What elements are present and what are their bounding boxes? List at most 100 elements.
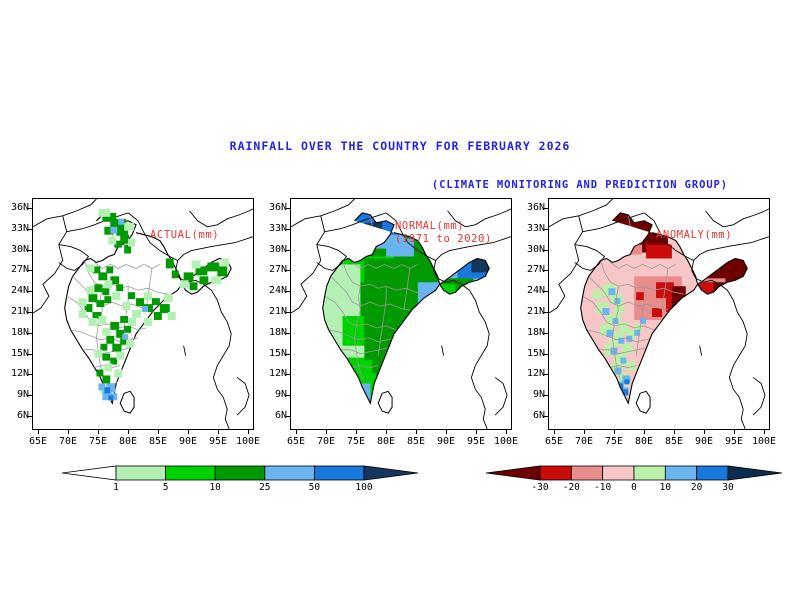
y-axis-tick: [544, 208, 548, 209]
colorbar-tick-label: 1: [113, 482, 119, 493]
x-tick-label: 65E: [544, 436, 564, 447]
x-tick-label: 85E: [148, 436, 168, 447]
y-tick-label: 15N: [526, 347, 545, 359]
y-axis-tick: [544, 270, 548, 272]
y-tick-label: 36N: [268, 202, 287, 213]
x-axis-tick: [764, 430, 765, 434]
colorbar-tick-label: -10: [594, 482, 612, 493]
colorbar-anomaly[interactable]: -30 -20 -10 0 10 20 30: [486, 464, 782, 498]
y-axis-tick: [544, 312, 548, 313]
x-tick-label: 65E: [286, 436, 306, 447]
x-axis-tick: [584, 430, 585, 434]
map-panel-actual[interactable]: ACTUAL(mm): [32, 198, 254, 430]
map-panel-normal[interactable]: NORMAL(mm) (1971 to 2020): [290, 198, 512, 430]
colorbar-rainfall[interactable]: 1 5 10 25 50 100: [62, 464, 418, 498]
x-tick-label: 100E: [751, 436, 777, 447]
y-tick-label: 30N: [10, 243, 29, 255]
y-tick-label: 9N: [532, 389, 545, 401]
y-tick-label: 21N: [10, 306, 29, 317]
x-tick-label: 95E: [724, 436, 744, 447]
y-axis-tick: [28, 270, 32, 272]
colorbar-tick-label: 5: [162, 482, 169, 493]
y-tick-label: 24N: [268, 285, 287, 297]
y-axis-tick: [544, 353, 548, 355]
y-axis-tick: [286, 416, 290, 417]
y-axis-tick: [544, 291, 548, 293]
x-axis-tick: [446, 430, 447, 434]
x-tick-label: 95E: [466, 436, 486, 447]
y-tick-label: 18N: [526, 326, 545, 338]
x-tick-label: 70E: [316, 436, 336, 447]
colorbar-tick-label: -30: [531, 482, 549, 493]
x-tick-label: 100E: [235, 436, 261, 447]
colorbar-tick-label: -20: [562, 482, 580, 493]
x-axis-tick: [218, 430, 219, 434]
y-tick-label: 36N: [10, 202, 29, 213]
y-axis-tick: [28, 332, 32, 334]
x-tick-label: 70E: [574, 436, 594, 447]
page-title: RAINFALL OVER THE COUNTRY FOR FEBRUARY 2…: [229, 139, 571, 153]
x-axis-tick: [644, 430, 645, 434]
y-tick-label: 18N: [10, 326, 29, 338]
y-tick-label: 12N: [526, 368, 545, 380]
x-axis-tick: [356, 430, 357, 434]
map-plot-anomaly[interactable]: [548, 198, 770, 430]
y-axis-tick: [286, 332, 290, 334]
x-axis-tick: [734, 430, 735, 434]
y-axis-tick: [28, 312, 32, 313]
y-axis-tick: [28, 228, 32, 230]
x-axis-tick: [188, 430, 189, 434]
y-tick-label: 33N: [526, 222, 545, 234]
y-tick-label: 33N: [10, 222, 29, 234]
x-tick-label: 80E: [376, 436, 396, 447]
y-axis-tick: [286, 291, 290, 293]
x-tick-label: 80E: [634, 436, 654, 447]
y-axis-tick: [286, 249, 290, 251]
y-axis-tick: [286, 353, 290, 355]
y-tick-label: 30N: [526, 243, 545, 255]
map-plot-normal[interactable]: [290, 198, 512, 430]
colorbar-tick-label: 50: [308, 482, 321, 493]
y-tick-label: 6N: [16, 410, 29, 421]
y-axis-tick: [544, 228, 548, 230]
x-tick-label: 80E: [118, 436, 138, 447]
map-panel-anomaly[interactable]: ANOMALY(mm): [548, 198, 770, 430]
y-tick-label: 33N: [268, 222, 287, 234]
x-axis-tick: [98, 430, 99, 434]
x-tick-label: 75E: [88, 436, 108, 447]
india-map-anomaly: [549, 199, 769, 429]
x-axis-tick: [554, 430, 555, 434]
x-tick-label: 85E: [664, 436, 684, 447]
colorbar-tick-label: 20: [690, 482, 703, 493]
y-tick-label: 6N: [532, 410, 545, 421]
x-tick-label: 75E: [604, 436, 624, 447]
y-tick-label: 15N: [10, 347, 29, 359]
y-tick-label: 9N: [16, 389, 29, 401]
map-plot-actual[interactable]: [32, 198, 254, 430]
y-tick-label: 21N: [268, 306, 287, 317]
x-axis-tick: [506, 430, 507, 434]
x-axis-tick: [704, 430, 705, 434]
y-tick-label: 9N: [274, 389, 287, 401]
y-axis-tick: [286, 312, 290, 313]
x-tick-label: 100E: [493, 436, 519, 447]
y-axis-tick: [544, 332, 548, 334]
y-axis-tick: [286, 228, 290, 230]
colorbar-tick-label: 0: [631, 482, 637, 493]
x-axis-tick: [38, 430, 39, 434]
x-tick-label: 65E: [28, 436, 48, 447]
x-axis-tick: [296, 430, 297, 434]
x-axis-tick: [386, 430, 387, 434]
x-tick-label: 85E: [406, 436, 426, 447]
y-axis-tick: [286, 395, 290, 397]
y-axis-tick: [28, 249, 32, 251]
y-tick-label: 24N: [10, 285, 29, 297]
y-tick-label: 24N: [526, 285, 545, 297]
india-map-normal: [291, 199, 511, 429]
x-tick-label: 90E: [436, 436, 456, 447]
y-tick-label: 21N: [526, 306, 545, 317]
india-map-actual: [33, 199, 253, 429]
x-tick-label: 70E: [58, 436, 78, 447]
y-tick-label: 27N: [10, 264, 29, 276]
y-tick-label: 18N: [268, 326, 287, 338]
